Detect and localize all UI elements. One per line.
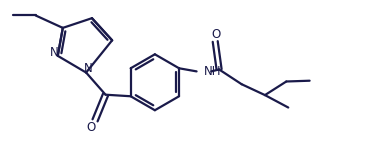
Text: NH: NH	[204, 65, 221, 78]
Text: O: O	[87, 121, 96, 134]
Text: N: N	[84, 62, 92, 75]
Text: O: O	[212, 28, 221, 41]
Text: N: N	[50, 46, 59, 59]
